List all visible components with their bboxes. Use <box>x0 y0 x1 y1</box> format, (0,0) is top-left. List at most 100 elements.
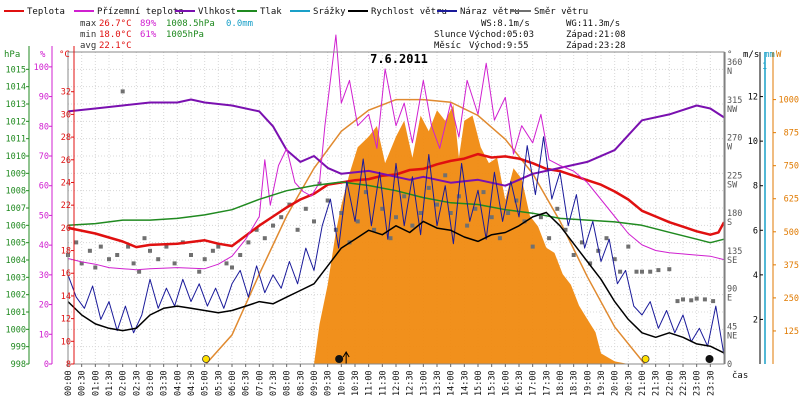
x-tick-label: 02:00 <box>119 370 129 396</box>
pressure-tick-label: 1006 <box>6 221 26 231</box>
wind-direction-point <box>295 227 300 232</box>
wind-direction-point <box>172 261 177 266</box>
x-tick-label: 19:00 <box>583 370 593 396</box>
wind-direction-point <box>372 227 377 232</box>
pressure-unit-label: hPa <box>4 50 20 60</box>
stat-max-temp: 26.7°C <box>99 19 132 29</box>
x-tick-label: 20:30 <box>624 370 634 396</box>
wind-direction-point <box>689 298 694 303</box>
temperature-tick-label: 28 <box>61 133 71 143</box>
wind-direction-point <box>254 227 259 232</box>
x-axis-label: čas <box>732 370 748 381</box>
humidity-tick-label: 70 <box>39 152 49 162</box>
wind-direction-point <box>530 244 535 249</box>
pressure-tick-label: 1011 <box>6 135 26 145</box>
wind-direction-point <box>363 190 368 195</box>
wind-direction-point <box>98 244 103 249</box>
humidity-tick-label: 80 <box>39 122 49 132</box>
direction-tick-compass: SW <box>727 180 738 190</box>
wind-direction-point <box>246 240 251 245</box>
legend-label: Přízemní teplota <box>97 7 184 17</box>
legend-label: Náraz větru <box>460 7 520 17</box>
pressure-tick-label: 1003 <box>6 273 26 283</box>
wind-direction-point <box>303 206 308 211</box>
wind-direction-point <box>325 198 330 203</box>
humidity-tick-label: 10 <box>39 330 49 340</box>
wind-direction-point <box>355 219 360 224</box>
humidity-tick-label: 0 <box>44 360 49 370</box>
x-tick-label: 11:00 <box>365 370 375 396</box>
wind-direction-point <box>626 244 631 249</box>
wind-direction-point <box>339 211 344 215</box>
x-tick-label: 12:30 <box>406 370 416 396</box>
direction-tick-label: 270 <box>727 134 742 144</box>
stat-avg-temp: 22.1°C <box>99 41 132 51</box>
pressure-tick-label: 1010 <box>6 152 26 162</box>
wind-direction-point <box>126 244 131 249</box>
stat-max-rain: 0.0mm <box>226 19 253 29</box>
x-tick-label: 06:00 <box>228 370 238 396</box>
wind-direction-point <box>418 211 423 215</box>
stats-block: max 26.7°C 89% 1008.5hPa 0.0mm min 18.0°… <box>80 19 253 51</box>
x-tick-label: 01:30 <box>105 370 115 396</box>
wind-direction-point <box>514 198 519 203</box>
wind-direction-point <box>107 257 111 262</box>
series-line-rychlost-v-tru <box>67 211 725 354</box>
wind-direction-point <box>189 253 193 257</box>
humidity-tick-label: 100 <box>34 63 49 73</box>
wind-direction-point <box>79 261 84 266</box>
direction-tick-label: 0 <box>727 360 732 370</box>
direction-tick-compass: N <box>727 67 732 77</box>
wind-direction-point <box>443 173 448 178</box>
legend-label: Tlak <box>260 7 282 17</box>
direction-tick-label: 45 <box>727 322 737 332</box>
wind-direction-point <box>681 297 685 302</box>
x-tick-label: 21:30 <box>652 370 662 396</box>
wind-direction-point <box>238 253 243 257</box>
wind-direction-point <box>312 219 316 224</box>
wind-direction-point <box>120 89 125 94</box>
wind-gust-info: WG:11.3m/s <box>566 19 620 29</box>
pressure-tick-label: 1014 <box>6 83 26 93</box>
x-tick-label: 13:30 <box>433 370 443 396</box>
sunrise-marker <box>202 355 210 363</box>
stat-avg-label: avg <box>80 41 96 51</box>
wind-direction-point <box>618 269 623 274</box>
series-layer <box>66 34 726 356</box>
wind-direction-point <box>694 296 699 301</box>
wind-direction-point <box>115 253 120 257</box>
x-tick-label: 07:30 <box>269 370 279 396</box>
wind-direction-point <box>497 236 502 241</box>
wind-speed-info: WS:8.1m/s <box>481 19 530 29</box>
temperature-tick-label: 26 <box>61 156 71 166</box>
wind-direction-point <box>93 265 98 270</box>
direction-tick-compass: W <box>727 143 733 153</box>
wind-direction-point <box>87 248 92 253</box>
x-tick-label: 12:00 <box>392 370 402 396</box>
x-tick-label: 23:00 <box>693 370 703 396</box>
wind-direction-point <box>402 194 407 199</box>
wind-direction-point <box>137 269 142 274</box>
pressure-tick-label: 1002 <box>6 291 26 301</box>
x-tick-label: 05:00 <box>201 370 211 396</box>
direction-tick-compass: NE <box>727 331 737 341</box>
direction-tick-label: 360 <box>727 58 742 68</box>
wind-direction-point <box>675 299 680 304</box>
temperature-tick-label: 12 <box>61 315 71 325</box>
wind-direction-point <box>230 265 234 270</box>
legend-label: Teplota <box>27 7 65 17</box>
solar-tick-label: 500 <box>784 228 799 238</box>
x-tick-label: 14:00 <box>447 370 457 396</box>
stat-min-temp: 18.0°C <box>99 30 132 40</box>
pressure-tick-label: 1012 <box>6 117 26 127</box>
wind-direction-point <box>456 194 461 199</box>
pressure-tick-label: 999 <box>11 343 26 353</box>
wind-speed-tick-label: 6 <box>753 226 758 236</box>
x-tick-label: 18:00 <box>556 370 566 396</box>
sunset-marker <box>641 355 650 363</box>
wind-direction-point <box>634 269 639 274</box>
x-tick-label: 21:00 <box>638 370 648 396</box>
x-tick-label: 19:30 <box>597 370 607 396</box>
pressure-tick-label: 1007 <box>6 204 26 214</box>
solar-tick-label: 375 <box>784 261 799 271</box>
